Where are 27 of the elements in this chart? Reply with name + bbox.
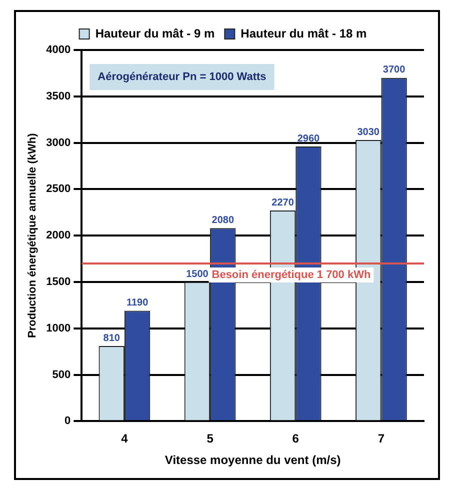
y-tick-label: 0 [64, 415, 71, 428]
y-axis-title: Production énergétique annuelle (kWh) [26, 132, 39, 338]
data-label: 810 [103, 332, 120, 344]
x-tick-label: 4 [121, 432, 128, 446]
x-tick-label: 6 [292, 432, 300, 446]
x-tick-label: 7 [378, 432, 385, 446]
data-label: 2270 [272, 197, 294, 208]
data-label: 3030 [357, 126, 380, 138]
x-axis-title: Vitesse moyenne du vent (m/s) [164, 453, 341, 468]
data-label: 2960 [297, 133, 320, 144]
y-tick-label: 1500 [46, 276, 71, 288]
y-tick-label: 2500 [46, 183, 71, 196]
legend-label: Hauteur du mât - 18 m [240, 26, 367, 40]
legend-label: Hauteur du mât - 9 m [95, 26, 215, 40]
y-tick-label: 4000 [46, 44, 71, 56]
data-label: 2080 [212, 214, 234, 226]
y-tick-label: 1000 [46, 322, 71, 334]
data-label: 3700 [382, 64, 406, 76]
y-tick-label: 2000 [46, 230, 71, 242]
ref-line-label: Besoin énergétique 1 700 kWh [212, 268, 371, 281]
y-tick-label: 500 [52, 368, 71, 381]
x-tick-label: 5 [206, 432, 214, 446]
data-label: 1500 [186, 268, 209, 280]
annotation: Aérogénérateur Pn = 1000 Watts [98, 71, 266, 84]
y-tick-label: 3500 [46, 90, 71, 102]
data-label: 1190 [126, 298, 149, 309]
y-tick-label: 3000 [46, 136, 71, 149]
